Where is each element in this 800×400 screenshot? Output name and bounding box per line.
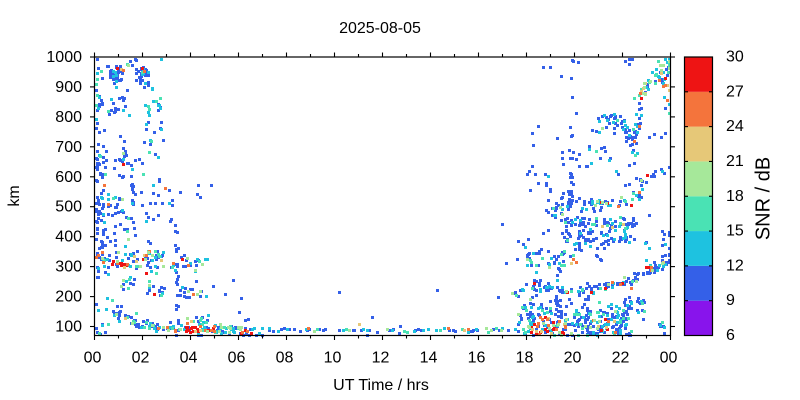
svg-text:6: 6 xyxy=(726,327,735,344)
svg-text:30: 30 xyxy=(726,49,744,66)
svg-text:SNR / dB: SNR / dB xyxy=(753,157,775,240)
svg-text:06: 06 xyxy=(228,350,246,367)
svg-text:100: 100 xyxy=(55,319,82,336)
svg-text:km: km xyxy=(6,185,23,206)
svg-text:24: 24 xyxy=(726,118,744,135)
svg-text:14: 14 xyxy=(420,350,438,367)
svg-text:10: 10 xyxy=(324,350,342,367)
svg-text:800: 800 xyxy=(55,109,82,126)
svg-text:18: 18 xyxy=(516,350,534,367)
svg-text:300: 300 xyxy=(55,259,82,276)
svg-text:08: 08 xyxy=(276,350,294,367)
svg-text:15: 15 xyxy=(726,223,744,240)
svg-text:200: 200 xyxy=(55,289,82,306)
svg-text:00: 00 xyxy=(660,350,678,367)
svg-text:400: 400 xyxy=(55,229,82,246)
svg-text:27: 27 xyxy=(726,83,744,100)
svg-text:700: 700 xyxy=(55,139,82,156)
svg-text:00: 00 xyxy=(84,350,102,367)
svg-text:04: 04 xyxy=(180,350,198,367)
svg-text:500: 500 xyxy=(55,199,82,216)
svg-text:20: 20 xyxy=(564,350,582,367)
svg-text:600: 600 xyxy=(55,169,82,186)
svg-text:9: 9 xyxy=(726,292,735,309)
svg-text:UT Time / hrs: UT Time / hrs xyxy=(333,377,429,394)
svg-text:2025-08-05: 2025-08-05 xyxy=(339,20,421,37)
svg-text:18: 18 xyxy=(726,188,744,205)
svg-text:16: 16 xyxy=(468,350,486,367)
svg-text:12: 12 xyxy=(726,257,744,274)
svg-text:900: 900 xyxy=(55,79,82,96)
svg-text:22: 22 xyxy=(612,350,630,367)
svg-text:21: 21 xyxy=(726,153,744,170)
svg-text:02: 02 xyxy=(132,350,150,367)
svg-text:1000: 1000 xyxy=(46,49,82,66)
svg-text:12: 12 xyxy=(372,350,390,367)
